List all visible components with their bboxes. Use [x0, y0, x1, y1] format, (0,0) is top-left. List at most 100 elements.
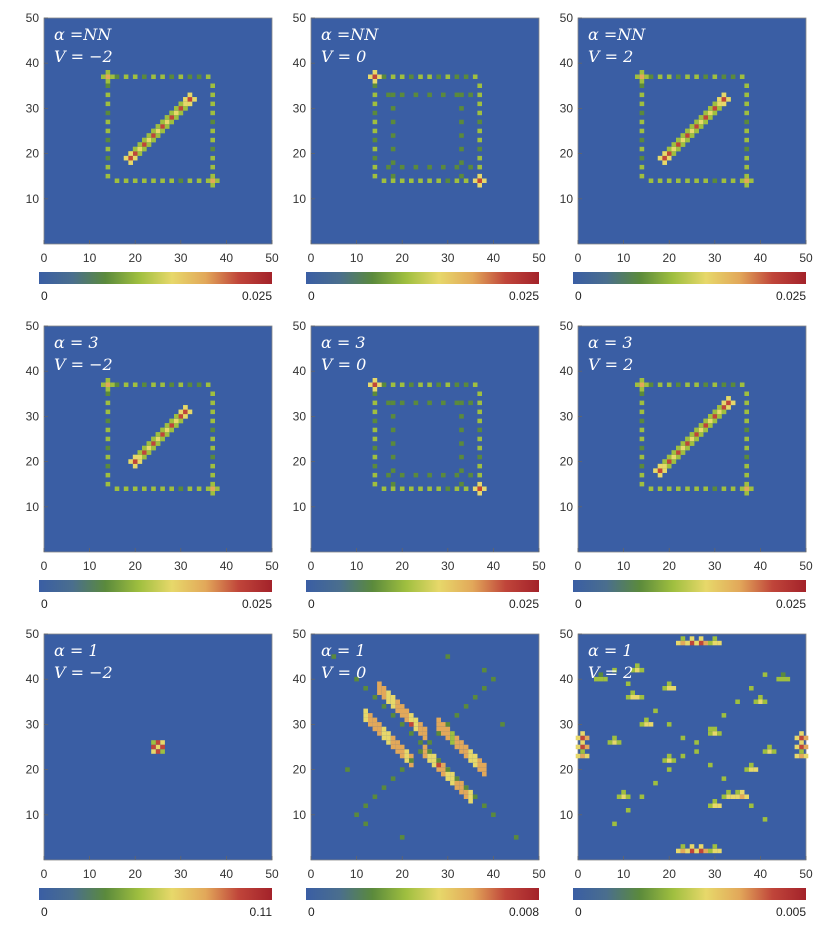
heat-cell: [372, 119, 378, 125]
heat-cell: [459, 146, 464, 152]
axis-ticks: 0 10 20 30 40 50 10 20 30 40 50: [26, 319, 279, 573]
x-tick-label: 40: [487, 251, 501, 265]
heat-cell: [803, 753, 809, 759]
heat-cell: [142, 450, 147, 455]
heat-cell: [413, 717, 419, 723]
heat-cell: [648, 722, 654, 727]
heat-cell: [381, 731, 387, 736]
heat-cell: [477, 391, 482, 396]
x-tick-label: 20: [396, 251, 410, 265]
heat-cell: [459, 740, 464, 745]
heat-cell: [151, 133, 156, 138]
heat-cell: [698, 844, 704, 849]
heat-cell: [363, 717, 368, 723]
colorbar-min-label: 0: [308, 597, 315, 611]
heat-cell: [427, 740, 432, 745]
heat-cell: [639, 391, 645, 396]
plot-area: [310, 325, 540, 553]
x-tick-label: 20: [129, 559, 143, 573]
heat-cell: [210, 173, 215, 179]
heat-cell: [454, 382, 460, 387]
heat-cell: [210, 400, 215, 406]
heat-cell: [441, 762, 446, 768]
heat-cell: [160, 740, 165, 745]
heat-cell: [721, 405, 727, 410]
heat-cell: [666, 758, 672, 763]
heat-cell: [712, 110, 718, 116]
heat-cell: [662, 459, 667, 464]
heat-cell: [621, 789, 626, 795]
heat-cell: [196, 382, 202, 387]
heat-cell: [210, 391, 215, 396]
heat-cell: [694, 119, 699, 125]
heat-cell: [390, 776, 396, 781]
heat-cell: [123, 74, 129, 79]
heat-cell: [639, 70, 645, 75]
x-tick-label: 40: [220, 867, 234, 881]
heat-cell: [676, 137, 681, 143]
y-tick-label: 10: [26, 808, 40, 822]
heat-cell: [114, 382, 120, 387]
heat-cell: [454, 178, 460, 183]
heat-cell: [390, 468, 396, 473]
heat-cell: [803, 735, 809, 741]
heat-cell: [744, 146, 749, 152]
heat-cell: [657, 178, 663, 183]
heat-cell: [676, 146, 681, 152]
heat-cell: [454, 92, 460, 98]
colorbar: [39, 888, 272, 900]
heat-cell: [390, 704, 396, 709]
x-tick-label: 20: [396, 559, 410, 573]
heat-cell: [698, 427, 704, 433]
heat-cell: [639, 92, 645, 98]
heat-cell: [399, 722, 405, 727]
heat-cell: [459, 789, 464, 795]
heat-cell: [639, 418, 645, 424]
heat-cell: [210, 463, 215, 469]
heat-cell: [639, 409, 645, 415]
heat-cell: [399, 744, 405, 750]
heat-cell: [169, 423, 174, 428]
heat-cell: [151, 486, 156, 491]
heat-cell: [418, 731, 423, 736]
heat-cell: [422, 744, 428, 750]
panel-0-0: 0 10 20 30 40 50 10 20 30 40 50 α =NN V = −2 0 0.025: [26, 11, 279, 303]
heat-cell: [390, 160, 396, 165]
panel-v-label: V = 2: [588, 663, 633, 682]
heat-cell: [390, 481, 396, 487]
heat-cell: [390, 744, 396, 750]
heat-cell: [712, 106, 718, 111]
heat-cell: [726, 97, 731, 102]
heat-cell: [459, 400, 464, 406]
heat-cell: [491, 676, 496, 682]
heat-cell: [666, 454, 672, 460]
heat-cell: [128, 459, 133, 464]
heat-cell: [639, 110, 645, 116]
heat-cell: [630, 690, 635, 695]
heat-cell: [128, 155, 133, 161]
heat-cell: [210, 183, 215, 188]
heat-cell: [698, 636, 704, 641]
heat-cell: [717, 848, 722, 854]
heat-cell: [418, 178, 423, 183]
heat-cell: [105, 400, 111, 406]
heat-cell: [794, 753, 800, 759]
heat-cell: [372, 695, 378, 700]
heat-cell: [459, 160, 464, 165]
heat-cell: [477, 445, 482, 451]
heat-cell: [780, 672, 786, 677]
heat-cell: [431, 753, 437, 759]
heat-cell: [712, 409, 718, 415]
heat-cell: [454, 740, 460, 745]
heat-cell: [390, 119, 396, 125]
heat-cell: [390, 178, 396, 183]
colorbar: [306, 888, 539, 900]
heat-cell: [472, 758, 478, 763]
panel-alpha-label: α =NN: [588, 25, 646, 44]
heat-cell: [381, 726, 387, 732]
heat-cell: [445, 731, 451, 736]
heat-cell: [657, 472, 663, 478]
panel-1-2: 0 10 20 30 40 50 10 20 30 40 50 α = 3 V = 2 0 0.025: [560, 319, 813, 611]
heat-cell: [644, 382, 649, 387]
heat-cell: [744, 463, 749, 469]
